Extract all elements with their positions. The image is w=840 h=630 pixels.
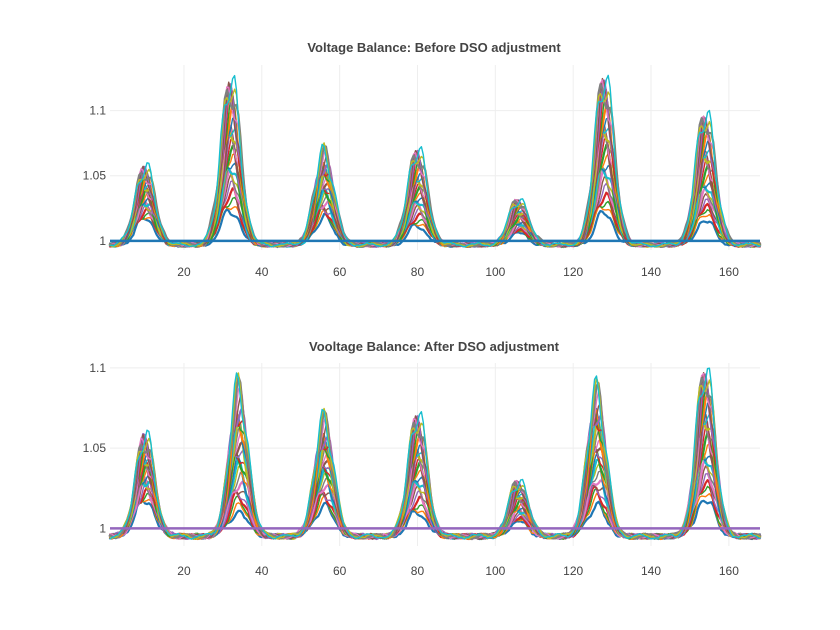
series-line-before-24: [109, 84, 761, 248]
y-tick-label: 1: [99, 234, 106, 248]
x-tick-label: 160: [719, 265, 739, 279]
chart-panel-before: Voltage Balance: Before DSO adjustment 2…: [83, 40, 762, 279]
series-line-before-26: [109, 77, 761, 248]
series-line-before-30: [109, 74, 761, 248]
series-line-before-25: [108, 79, 762, 248]
x-tick-label: 80: [411, 265, 425, 279]
x-tick-label: 160: [719, 564, 739, 578]
x-tick-label: 40: [255, 564, 269, 578]
x-tick-label: 20: [177, 564, 191, 578]
x-tick-label: 100: [485, 265, 505, 279]
y-tick-label: 1.1: [89, 361, 106, 375]
y-tick-label: 1.05: [83, 169, 107, 183]
x-tick-label: 140: [641, 564, 661, 578]
x-tick-label: 60: [333, 265, 347, 279]
y-tick-label: 1.1: [89, 104, 106, 118]
x-tick-label: 120: [563, 564, 583, 578]
series-line-before-27: [109, 79, 761, 248]
series-line-before-28: [108, 83, 762, 248]
series-line-after-30: [109, 367, 761, 540]
grid-before: [110, 65, 760, 250]
x-tick-label: 40: [255, 265, 269, 279]
x-tick-label: 20: [177, 265, 191, 279]
chart-title-after: Vooltage Balance: After DSO adjustment: [309, 339, 560, 354]
axes-after: 20 40 60 80 100 120 140 160 1 1.05 1.1: [83, 361, 740, 578]
series-group-before: [108, 74, 762, 249]
x-tick-label: 80: [411, 564, 425, 578]
y-tick-label: 1: [99, 521, 106, 535]
y-tick-label: 1.05: [83, 441, 107, 455]
x-tick-label: 140: [641, 265, 661, 279]
series-group-after: [108, 367, 762, 541]
x-tick-label: 120: [563, 265, 583, 279]
chart-title-before: Voltage Balance: Before DSO adjustment: [307, 40, 561, 55]
x-tick-label: 100: [485, 564, 505, 578]
x-tick-label: 60: [333, 564, 347, 578]
axes-before: 20 40 60 80 100 120 140 160 1 1.05 1.1: [83, 104, 740, 279]
chart-panel-after: Vooltage Balance: After DSO adjustment 2…: [83, 339, 762, 578]
